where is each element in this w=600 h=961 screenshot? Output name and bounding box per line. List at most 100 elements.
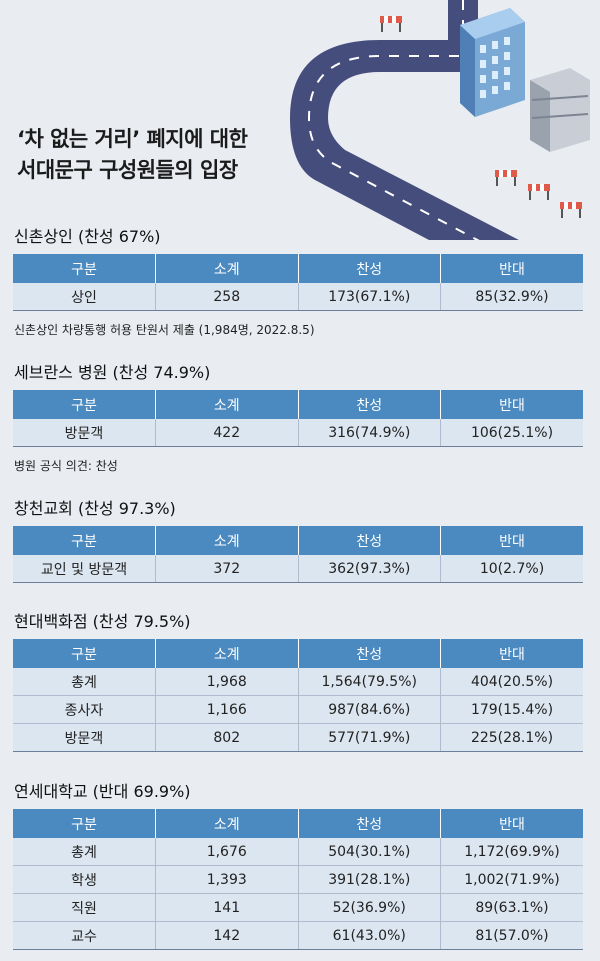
table-cell: 106(25.1%) bbox=[440, 419, 583, 447]
table-cell: 1,968 bbox=[155, 668, 299, 696]
parking-structure-icon bbox=[530, 68, 590, 152]
table-row: 교인 및 방문객 372 362(97.3%) 10(2.7%) bbox=[13, 555, 583, 583]
column-header: 반대 bbox=[440, 390, 583, 419]
column-header: 구분 bbox=[13, 809, 156, 838]
column-header: 찬성 bbox=[298, 809, 441, 838]
column-header: 구분 bbox=[13, 390, 156, 419]
column-header: 소계 bbox=[155, 639, 299, 668]
table-row: 교수 142 61(43.0%) 81(57.0%) bbox=[13, 921, 583, 950]
section-hyundai-department-store: 현대백화점 (찬성 79.5%) 구분 소계 찬성 반대 총계 1,968 1,… bbox=[13, 611, 583, 752]
table-row: 상인 258 173(67.1%) 85(32.9%) bbox=[13, 283, 583, 311]
column-header: 찬성 bbox=[298, 526, 441, 555]
table-cell: 방문객 bbox=[13, 723, 156, 752]
table-row: 총계 1,968 1,564(79.5%) 404(20.5%) bbox=[13, 668, 583, 696]
column-header: 반대 bbox=[440, 809, 583, 838]
column-header: 반대 bbox=[440, 526, 583, 555]
table-cell: 391(28.1%) bbox=[298, 865, 441, 894]
section-heading: 신촌상인 (찬성 67%) bbox=[14, 227, 161, 246]
section-heading: 연세대학교 (반대 69.9%) bbox=[14, 782, 191, 801]
column-header: 반대 bbox=[440, 254, 583, 283]
table-cell: 52(36.9%) bbox=[298, 893, 441, 922]
table-cell: 1,676 bbox=[155, 838, 299, 866]
table-cell: 504(30.1%) bbox=[298, 838, 441, 866]
barricade-icon bbox=[528, 184, 550, 200]
table-row: 총계 1,676 504(30.1%) 1,172(69.9%) bbox=[13, 838, 583, 866]
table-header-row: 구분 소계 찬성 반대 bbox=[13, 254, 583, 283]
table-cell: 직원 bbox=[13, 893, 156, 922]
section-note: 신촌상인 차량통행 허용 탄원서 제출 (1,984명, 2022.8.5) bbox=[14, 323, 315, 337]
table-cell: 142 bbox=[155, 921, 299, 950]
table-row: 학생 1,393 391(28.1%) 1,002(71.9%) bbox=[13, 865, 583, 894]
table-row: 방문객 802 577(71.9%) 225(28.1%) bbox=[13, 723, 583, 752]
column-header: 소계 bbox=[155, 390, 299, 419]
table-cell: 61(43.0%) bbox=[298, 921, 441, 950]
table-cell: 89(63.1%) bbox=[440, 893, 583, 922]
section-sinchon-merchants: 신촌상인 (찬성 67%) 구분 소계 찬성 반대 상인 258 173(67.… bbox=[13, 226, 583, 338]
table-cell: 987(84.6%) bbox=[298, 695, 441, 724]
column-header: 반대 bbox=[440, 639, 583, 668]
section-note: 병원 공식 의견: 찬성 bbox=[14, 459, 118, 473]
table-cell: 1,166 bbox=[155, 695, 299, 724]
section-heading: 현대백화점 (찬성 79.5%) bbox=[14, 612, 191, 631]
table-cell: 1,002(71.9%) bbox=[440, 865, 583, 894]
title-line-2: 서대문구 구성원들의 입장 bbox=[17, 158, 238, 182]
section-heading: 세브란스 병원 (찬성 74.9%) bbox=[14, 363, 211, 382]
column-header: 구분 bbox=[13, 526, 156, 555]
table-row: 종사자 1,166 987(84.6%) 179(15.4%) bbox=[13, 695, 583, 724]
table-cell: 종사자 bbox=[13, 695, 156, 724]
data-table: 구분 소계 찬성 반대 상인 258 173(67.1%) 85(32.9%) bbox=[13, 254, 583, 311]
table-row: 직원 141 52(36.9%) 89(63.1%) bbox=[13, 893, 583, 922]
table-cell: 81(57.0%) bbox=[440, 921, 583, 950]
table-cell: 422 bbox=[155, 419, 299, 447]
title-line-1: ‘차 없는 거리’ 폐지에 대한 bbox=[17, 127, 248, 151]
table-cell: 173(67.1%) bbox=[298, 283, 441, 311]
column-header: 소계 bbox=[155, 254, 299, 283]
table-header-row: 구분 소계 찬성 반대 bbox=[13, 390, 583, 419]
table-cell: 404(20.5%) bbox=[440, 668, 583, 696]
table-header-row: 구분 소계 찬성 반대 bbox=[13, 809, 583, 838]
table-cell: 179(15.4%) bbox=[440, 695, 583, 724]
table-cell: 577(71.9%) bbox=[298, 723, 441, 752]
page-title: ‘차 없는 거리’ 폐지에 대한 서대문구 구성원들의 입장 bbox=[17, 124, 248, 186]
table-cell: 372 bbox=[155, 555, 299, 583]
table-cell: 1,564(79.5%) bbox=[298, 668, 441, 696]
data-table: 구분 소계 찬성 반대 교인 및 방문객 372 362(97.3%) 10(2… bbox=[13, 526, 583, 583]
table-cell: 316(74.9%) bbox=[298, 419, 441, 447]
table-cell: 362(97.3%) bbox=[298, 555, 441, 583]
column-header: 찬성 bbox=[298, 639, 441, 668]
street-illustration bbox=[290, 0, 590, 240]
office-building-icon bbox=[460, 8, 525, 117]
table-cell: 1,393 bbox=[155, 865, 299, 894]
section-severance-hospital: 세브란스 병원 (찬성 74.9%) 구분 소계 찬성 반대 방문객 422 3… bbox=[13, 362, 583, 474]
column-header: 구분 bbox=[13, 254, 156, 283]
barricade-icon bbox=[380, 16, 402, 32]
table-cell: 225(28.1%) bbox=[440, 723, 583, 752]
data-table: 구분 소계 찬성 반대 총계 1,676 504(30.1%) 1,172(69… bbox=[13, 809, 583, 950]
column-header: 구분 bbox=[13, 639, 156, 668]
data-table: 구분 소계 찬성 반대 총계 1,968 1,564(79.5%) 404(20… bbox=[13, 639, 583, 752]
table-cell: 802 bbox=[155, 723, 299, 752]
section-yonsei-university: 연세대학교 (반대 69.9%) 구분 소계 찬성 반대 총계 1,676 50… bbox=[13, 781, 583, 950]
table-cell: 141 bbox=[155, 893, 299, 922]
table-cell: 총계 bbox=[13, 838, 156, 866]
table-cell: 교인 및 방문객 bbox=[13, 555, 156, 583]
barricade-icon bbox=[560, 202, 582, 218]
table-cell: 10(2.7%) bbox=[440, 555, 583, 583]
table-cell: 총계 bbox=[13, 668, 156, 696]
section-heading: 창천교회 (찬성 97.3%) bbox=[14, 499, 176, 518]
table-header-row: 구분 소계 찬성 반대 bbox=[13, 639, 583, 668]
table-cell: 교수 bbox=[13, 921, 156, 950]
column-header: 찬성 bbox=[298, 390, 441, 419]
column-header: 소계 bbox=[155, 526, 299, 555]
table-cell: 258 bbox=[155, 283, 299, 311]
table-cell: 85(32.9%) bbox=[440, 283, 583, 311]
data-table: 구분 소계 찬성 반대 방문객 422 316(74.9%) 106(25.1%… bbox=[13, 390, 583, 447]
barricade-icon bbox=[495, 170, 517, 186]
section-changcheon-church: 창천교회 (찬성 97.3%) 구분 소계 찬성 반대 교인 및 방문객 372… bbox=[13, 498, 583, 583]
table-cell: 상인 bbox=[13, 283, 156, 311]
table-cell: 학생 bbox=[13, 865, 156, 894]
table-cell: 1,172(69.9%) bbox=[440, 838, 583, 866]
table-header-row: 구분 소계 찬성 반대 bbox=[13, 526, 583, 555]
table-row: 방문객 422 316(74.9%) 106(25.1%) bbox=[13, 419, 583, 447]
column-header: 찬성 bbox=[298, 254, 441, 283]
